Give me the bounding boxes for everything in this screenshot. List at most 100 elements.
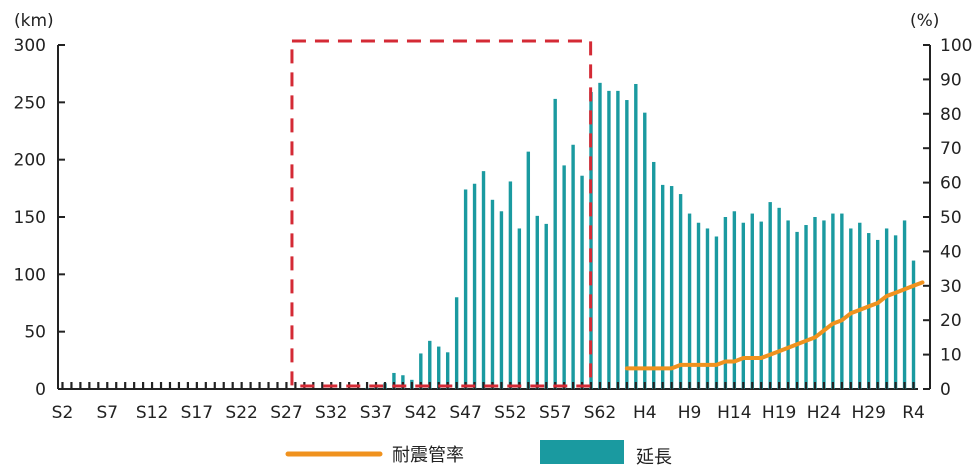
x-tick-label: S7 [96,403,118,423]
bar [490,199,495,389]
legend-swatch-length [540,440,624,464]
labels-layer: (km) (%) 0 50 100 150 200 250 300 0 10 20 30 40 50 60… [14,11,973,423]
bar [652,161,656,389]
bars-layer [365,82,916,390]
x-tick-label: S47 [449,403,481,423]
right-tick-label: 30 [940,277,962,297]
bar [678,194,683,389]
highlight-box [290,39,593,388]
left-tick-label: 50 [24,323,46,343]
x-tick-label: S62 [584,403,616,423]
legend-label-seismic-rate: 耐震管率 [392,445,464,465]
bar [669,186,674,389]
bar [472,183,477,389]
bar [634,83,638,389]
right-axis-unit: (%) [910,11,939,31]
x-tick-label: S27 [270,403,302,423]
right-tick-label: 80 [940,105,962,125]
x-tick-label: S42 [405,403,437,423]
bar [759,221,763,389]
bar [813,217,817,389]
bar [705,228,710,389]
x-tick-label: H19 [762,403,796,423]
bar [544,223,548,389]
bar [768,202,772,389]
x-tick-label: S37 [360,403,392,423]
bar [419,353,423,389]
bar [643,112,647,390]
x-tick-label: S12 [136,403,168,423]
left-tick-label: 0 [35,380,46,400]
left-tick-label: 250 [14,93,46,113]
right-tick-label: 50 [940,208,962,228]
bar [571,144,575,389]
series-line-seismic-rate [624,280,925,371]
bar [696,222,701,389]
bar [553,98,557,389]
bar [517,228,522,389]
bar [607,90,611,389]
x-tick-label: H9 [678,403,702,423]
bar [893,235,898,389]
bar [714,236,719,389]
axis-layer [57,44,931,390]
x-tick-label: S57 [539,403,571,423]
bar [777,207,781,389]
right-tick-label: 20 [940,311,962,331]
bar [616,90,620,389]
bar [750,213,754,389]
right-tick-label: 0 [940,380,951,400]
left-tick-label: 150 [14,208,46,228]
highlight-layer [290,39,593,388]
bar [858,222,862,389]
bar [508,181,513,389]
bar [831,213,835,389]
left-tick-label: 100 [14,265,46,285]
bar [526,151,531,389]
bar [741,222,746,389]
bar [428,340,432,389]
bar [562,165,566,389]
bar [884,228,889,389]
x-tick-label: S22 [225,403,257,423]
right-tick-label: 10 [940,346,962,366]
line-layer [624,280,925,371]
right-tick-label: 70 [940,139,962,159]
x-tick-label: H14 [717,403,751,423]
x-tick-label: S32 [315,403,347,423]
bar [867,233,871,389]
bar [499,211,504,389]
left-axis-unit: (km) [14,11,54,31]
bar [463,189,468,389]
bar [454,297,459,389]
x-tick-label: S52 [494,403,526,423]
bar [786,220,790,389]
bar [804,225,808,389]
bar [840,213,844,389]
left-tick-label: 300 [14,36,46,56]
bar [437,346,441,389]
right-tick-label: 60 [940,174,962,194]
bar [911,260,916,389]
bar [795,231,799,389]
bar [723,217,728,389]
x-tick-label: S2 [52,403,74,423]
right-tick-label: 90 [940,70,962,90]
x-tick-label: R4 [902,403,925,423]
bar [875,239,880,389]
bar [580,175,584,389]
bar [822,220,826,389]
right-tick-label: 100 [940,36,972,56]
x-tick-label: H24 [807,403,841,423]
legend: 耐震管率 延長 [285,440,672,465]
x-tick-label: S17 [181,403,213,423]
bar [625,100,629,389]
bar [732,211,737,389]
bar [660,184,665,389]
bar [445,352,450,389]
bar [902,220,907,389]
bar [392,372,396,389]
legend-label-length: 延長 [636,447,672,465]
bar [481,171,486,389]
